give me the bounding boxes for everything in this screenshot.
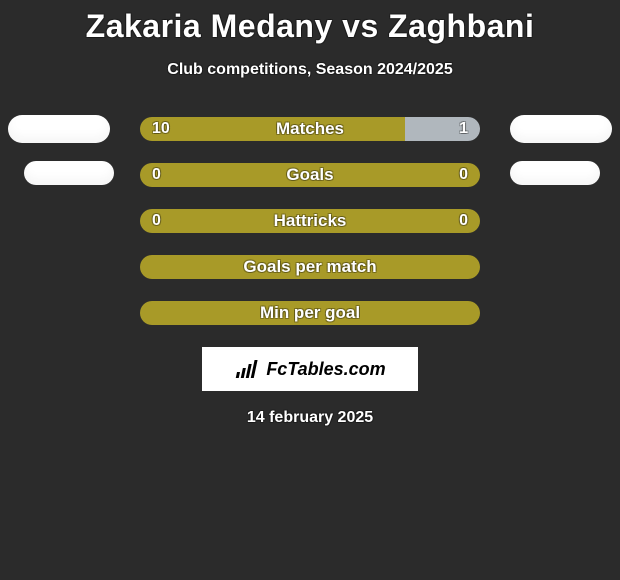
stat-row: Goals0 0 xyxy=(0,163,620,187)
stat-label: Matches xyxy=(140,117,480,141)
stat-row: Goals per match xyxy=(0,255,620,279)
player-photo-left xyxy=(24,161,114,185)
page-title: Zakaria Medany vs Zaghbani xyxy=(0,0,620,45)
comparison-infographic: Zakaria Medany vs Zaghbani Club competit… xyxy=(0,0,620,580)
stat-value-right: 1 xyxy=(459,117,468,141)
stat-value-left: 0 xyxy=(152,163,161,187)
player-photo-right xyxy=(510,161,600,185)
footer-date: 14 february 2025 xyxy=(0,409,620,427)
stat-value-left: 10 xyxy=(152,117,170,141)
stat-label: Min per goal xyxy=(140,301,480,325)
stat-value-right: 0 xyxy=(459,163,468,187)
stat-label: Goals per match xyxy=(140,255,480,279)
stat-label: Goals xyxy=(140,163,480,187)
player-photo-right xyxy=(510,115,612,143)
player-photo-left xyxy=(8,115,110,143)
stat-rows: Matches101Goals00Hattricks00Goals per ma… xyxy=(0,117,620,325)
stat-value-left: 0 xyxy=(152,209,161,233)
stat-label: Hattricks xyxy=(140,209,480,233)
chart-bar-icon xyxy=(234,358,260,380)
brand-text: FcTables.com xyxy=(266,359,385,380)
stat-value-right: 0 xyxy=(459,209,468,233)
stat-row: Matches10 1 xyxy=(0,117,620,141)
stat-row: Hattricks0 0 xyxy=(0,209,620,233)
stat-row: Min per goal xyxy=(0,301,620,325)
subtitle: Club competitions, Season 2024/2025 xyxy=(0,61,620,79)
brand-box: FcTables.com xyxy=(202,347,418,391)
